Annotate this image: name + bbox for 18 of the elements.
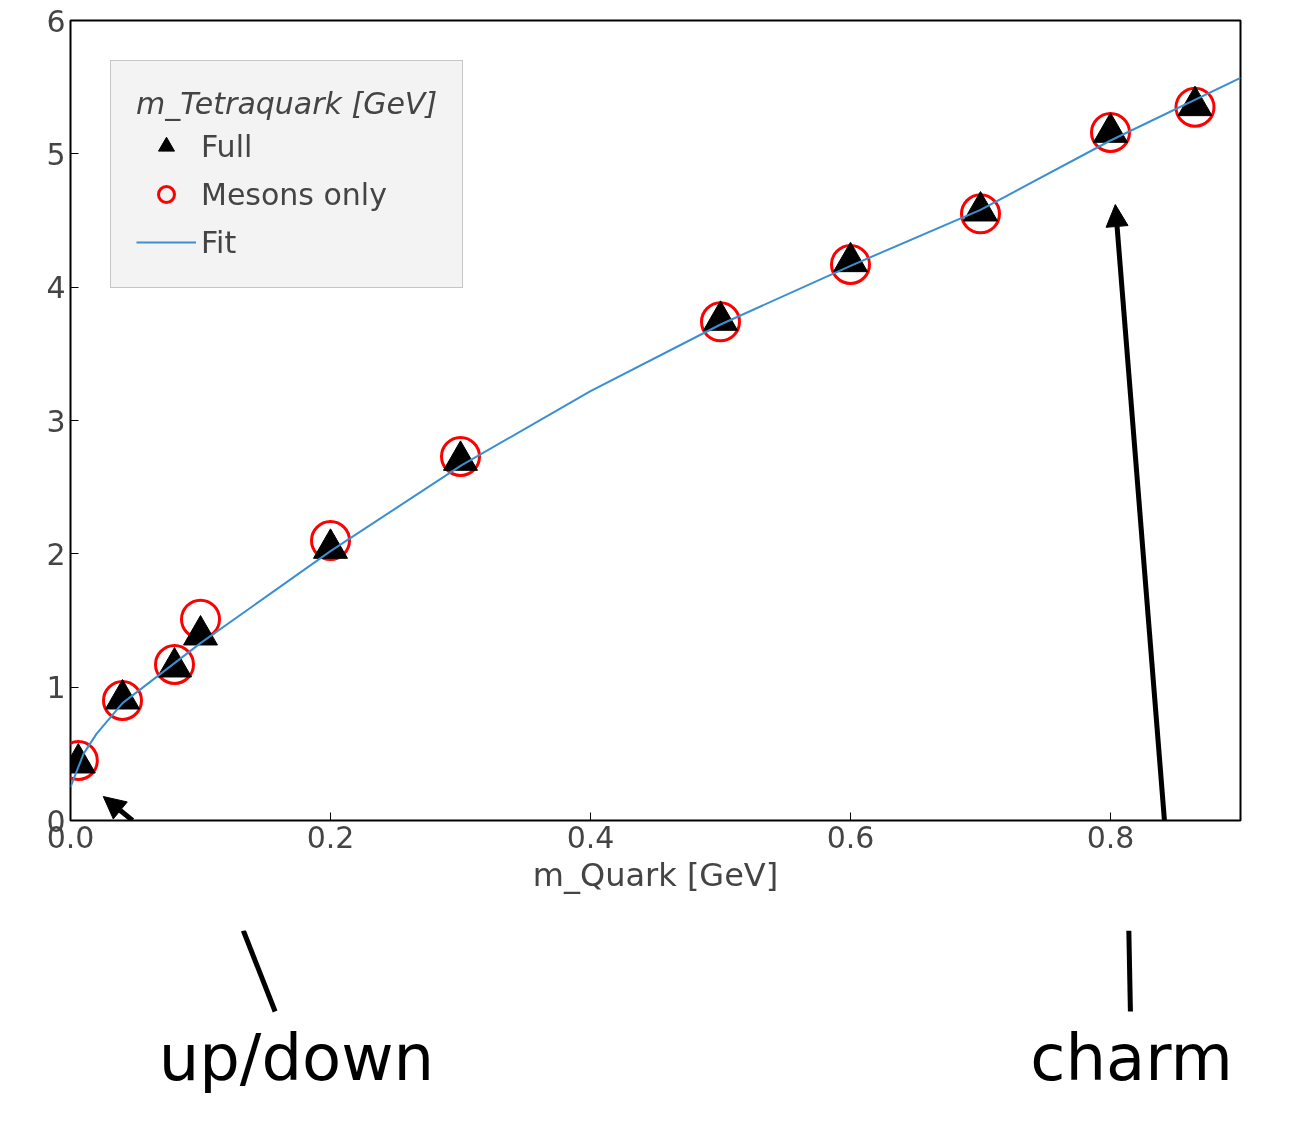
x-tick-label: 0.8 [1086, 819, 1135, 855]
x-tick-label: 0.6 [826, 819, 875, 855]
legend-label: Mesons only [201, 176, 387, 212]
line-series [70, 76, 1241, 789]
legend-title: m_Tetraquark [GeV] [136, 86, 438, 121]
x-tick-label: 0.4 [566, 819, 615, 855]
y-tick-label: 1 [46, 670, 66, 706]
legend-label: Fit [201, 224, 237, 260]
y-tick-label: 3 [46, 403, 66, 439]
text: up/down [158, 1020, 435, 1095]
y-tick-label: 4 [46, 270, 66, 306]
x-axis-title: m_Quark [GeV] [532, 855, 779, 894]
y-tick-label: 6 [46, 3, 66, 39]
y-tick-label: 5 [46, 136, 66, 172]
legend-label: Full [201, 128, 253, 164]
x-tick-label: 0.2 [306, 819, 355, 855]
text: charm [1030, 1020, 1233, 1095]
y-tick-label: 2 [46, 536, 66, 572]
